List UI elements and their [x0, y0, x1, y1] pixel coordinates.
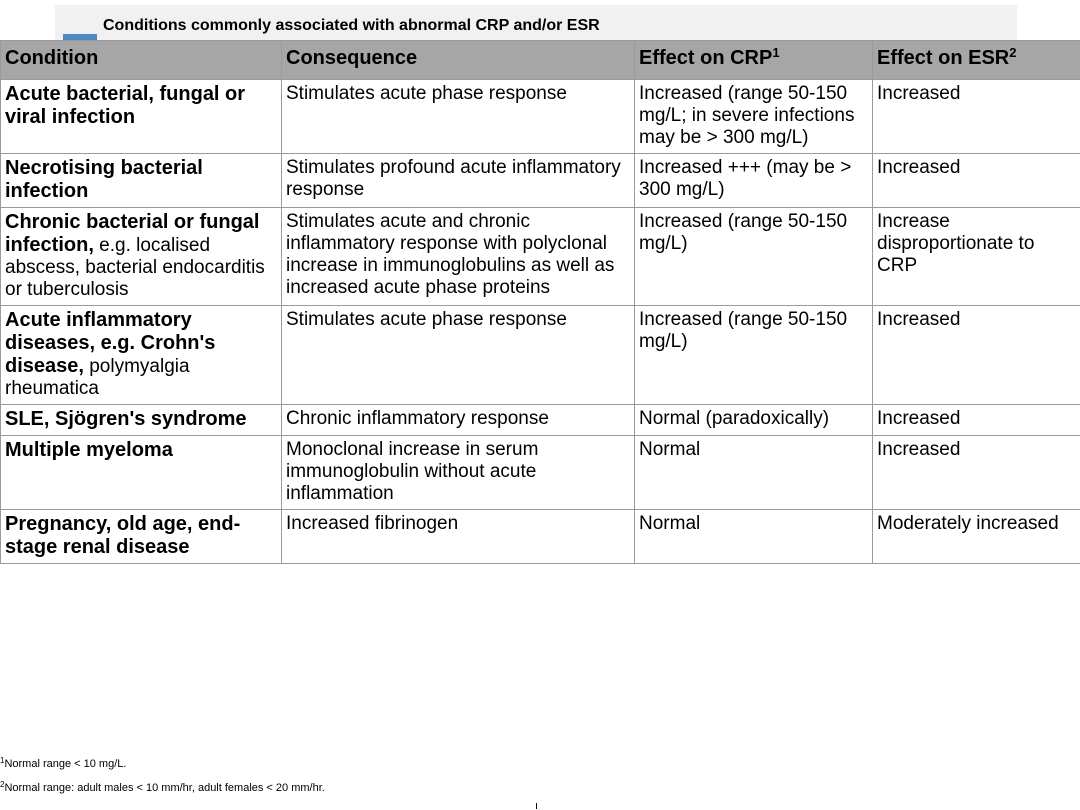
crp-superscript: 1 [772, 45, 780, 60]
esr-cell: Increased [872, 435, 1080, 510]
header-condition: Condition [0, 40, 282, 80]
esr-cell: Increased [872, 305, 1080, 405]
consequence-cell: Stimulates profound acute inflammatory r… [281, 153, 635, 208]
table-row: SLE, Sjögren's syndrome Chronic inflamma… [0, 404, 1080, 436]
condition-cell: Chronic bacterial or fungal infection, e… [0, 207, 282, 306]
condition-cell: Acute inflammatory diseases, e.g. Crohn'… [0, 305, 282, 405]
condition-cell: Necrotising bacterial infection [0, 153, 282, 208]
condition-cell: Acute bacterial, fungal or viral infecti… [0, 79, 282, 154]
crp-cell: Normal [634, 435, 873, 510]
consequence-cell: Stimulates acute phase response [281, 79, 635, 154]
footnote: 1Normal range < 10 mg/L. [0, 756, 325, 771]
crp-cell: Increased +++ (may be > 300 mg/L) [634, 153, 873, 208]
esr-cell: Increased [872, 404, 1080, 436]
table-row: Acute inflammatory diseases, e.g. Crohn'… [0, 305, 1080, 405]
footnotes: 1Normal range < 10 mg/L. 2Normal range: … [0, 756, 325, 806]
consequence-cell: Increased fibrinogen [281, 509, 635, 564]
crp-cell: Normal (paradoxically) [634, 404, 873, 436]
table-row: Chronic bacterial or fungal infection, e… [0, 207, 1080, 306]
footnote: 2Normal range: adult males < 10 mm/hr, a… [0, 780, 325, 795]
consequence-cell: Monoclonal increase in serum immunoglobu… [281, 435, 635, 510]
esr-cell: Moderately increased [872, 509, 1080, 564]
table-row: Acute bacterial, fungal or viral infecti… [0, 79, 1080, 154]
condition-cell: Multiple myeloma [0, 435, 282, 510]
crp-cell: Normal [634, 509, 873, 564]
esr-superscript: 2 [1009, 45, 1017, 60]
footnote-marker: 2 [0, 780, 5, 789]
caption-bar [55, 5, 1017, 41]
footnote-marker: 1 [0, 756, 5, 765]
esr-cell: Increased [872, 79, 1080, 154]
header-crp: Effect on CRP1 [634, 40, 873, 80]
footnote-text: Normal range < 10 mg/L. [4, 758, 127, 770]
condition-cell: SLE, Sjögren's syndrome [0, 404, 282, 436]
condition-cell: Pregnancy, old age, end-stage renal dise… [0, 509, 282, 564]
consequence-cell: Chronic inflammatory response [281, 404, 635, 436]
table-caption: Conditions commonly associated with abno… [103, 17, 600, 34]
esr-cell: Increased [872, 153, 1080, 208]
table-row: Multiple myeloma Monoclonal increase in … [0, 435, 1080, 510]
crp-cell: Increased (range 50-150 mg/L; in severe … [634, 79, 873, 154]
header-esr: Effect on ESR2 [872, 40, 1080, 80]
header-consequence: Consequence [281, 40, 635, 80]
header-row: Condition Consequence Effect on CRP1 Eff… [0, 40, 1080, 80]
table-row: Pregnancy, old age, end-stage renal dise… [0, 509, 1080, 564]
stray-mark [536, 803, 537, 809]
consequence-cell: Stimulates acute and chronic inflammator… [281, 207, 635, 306]
table-row: Necrotising bacterial infection Stimulat… [0, 153, 1080, 208]
crp-esr-table: Condition Consequence Effect on CRP1 Eff… [0, 40, 1080, 564]
caption-marker [63, 34, 97, 41]
consequence-cell: Stimulates acute phase response [281, 305, 635, 405]
crp-cell: Increased (range 50-150 mg/L) [634, 305, 873, 405]
esr-cell: Increase disproportionate to CRP [872, 207, 1080, 306]
crp-cell: Increased (range 50-150 mg/L) [634, 207, 873, 306]
footnote-text: Normal range: adult males < 10 mm/hr, ad… [4, 782, 325, 794]
